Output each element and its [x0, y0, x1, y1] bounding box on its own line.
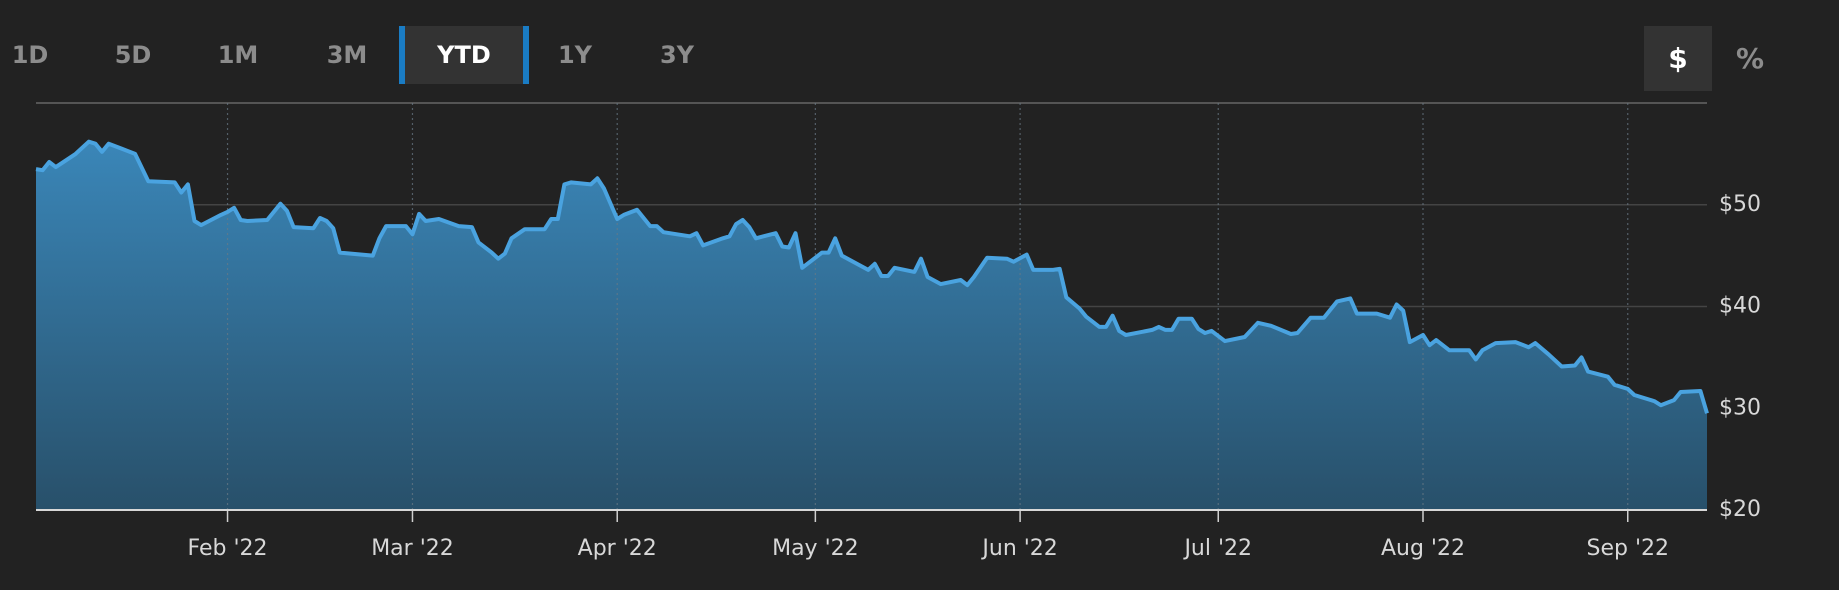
- y-tick-label: $30: [1719, 395, 1761, 420]
- x-tick-label: Jun '22: [980, 536, 1057, 561]
- range-tab[interactable]: 3M: [326, 41, 368, 69]
- y-tick-label: $20: [1719, 497, 1761, 522]
- x-tick-label: Apr '22: [578, 536, 657, 561]
- x-tick-label: Aug '22: [1381, 536, 1465, 561]
- range-tab[interactable]: 1Y: [557, 41, 593, 69]
- area-fill: [36, 141, 1707, 510]
- unit-toggle-active[interactable]: $: [1644, 26, 1712, 91]
- x-tick-label: Mar '22: [371, 536, 454, 561]
- y-tick-label: $50: [1719, 192, 1761, 217]
- range-tab[interactable]: 5D: [114, 41, 152, 69]
- y-tick-label: $40: [1719, 294, 1761, 319]
- x-tick-label: Sep '22: [1586, 536, 1669, 561]
- range-tab[interactable]: 1M: [217, 41, 259, 69]
- x-tick-label: Jul '22: [1182, 536, 1252, 561]
- range-tab[interactable]: 1D: [11, 41, 49, 69]
- price-line: [35, 139, 1709, 414]
- range-tab-active[interactable]: YTD: [399, 26, 529, 84]
- unit-toggle[interactable]: %: [1735, 42, 1765, 75]
- range-tab[interactable]: 3Y: [659, 41, 695, 69]
- x-tick-label: Feb '22: [188, 536, 268, 561]
- x-tick-label: May '22: [772, 536, 859, 561]
